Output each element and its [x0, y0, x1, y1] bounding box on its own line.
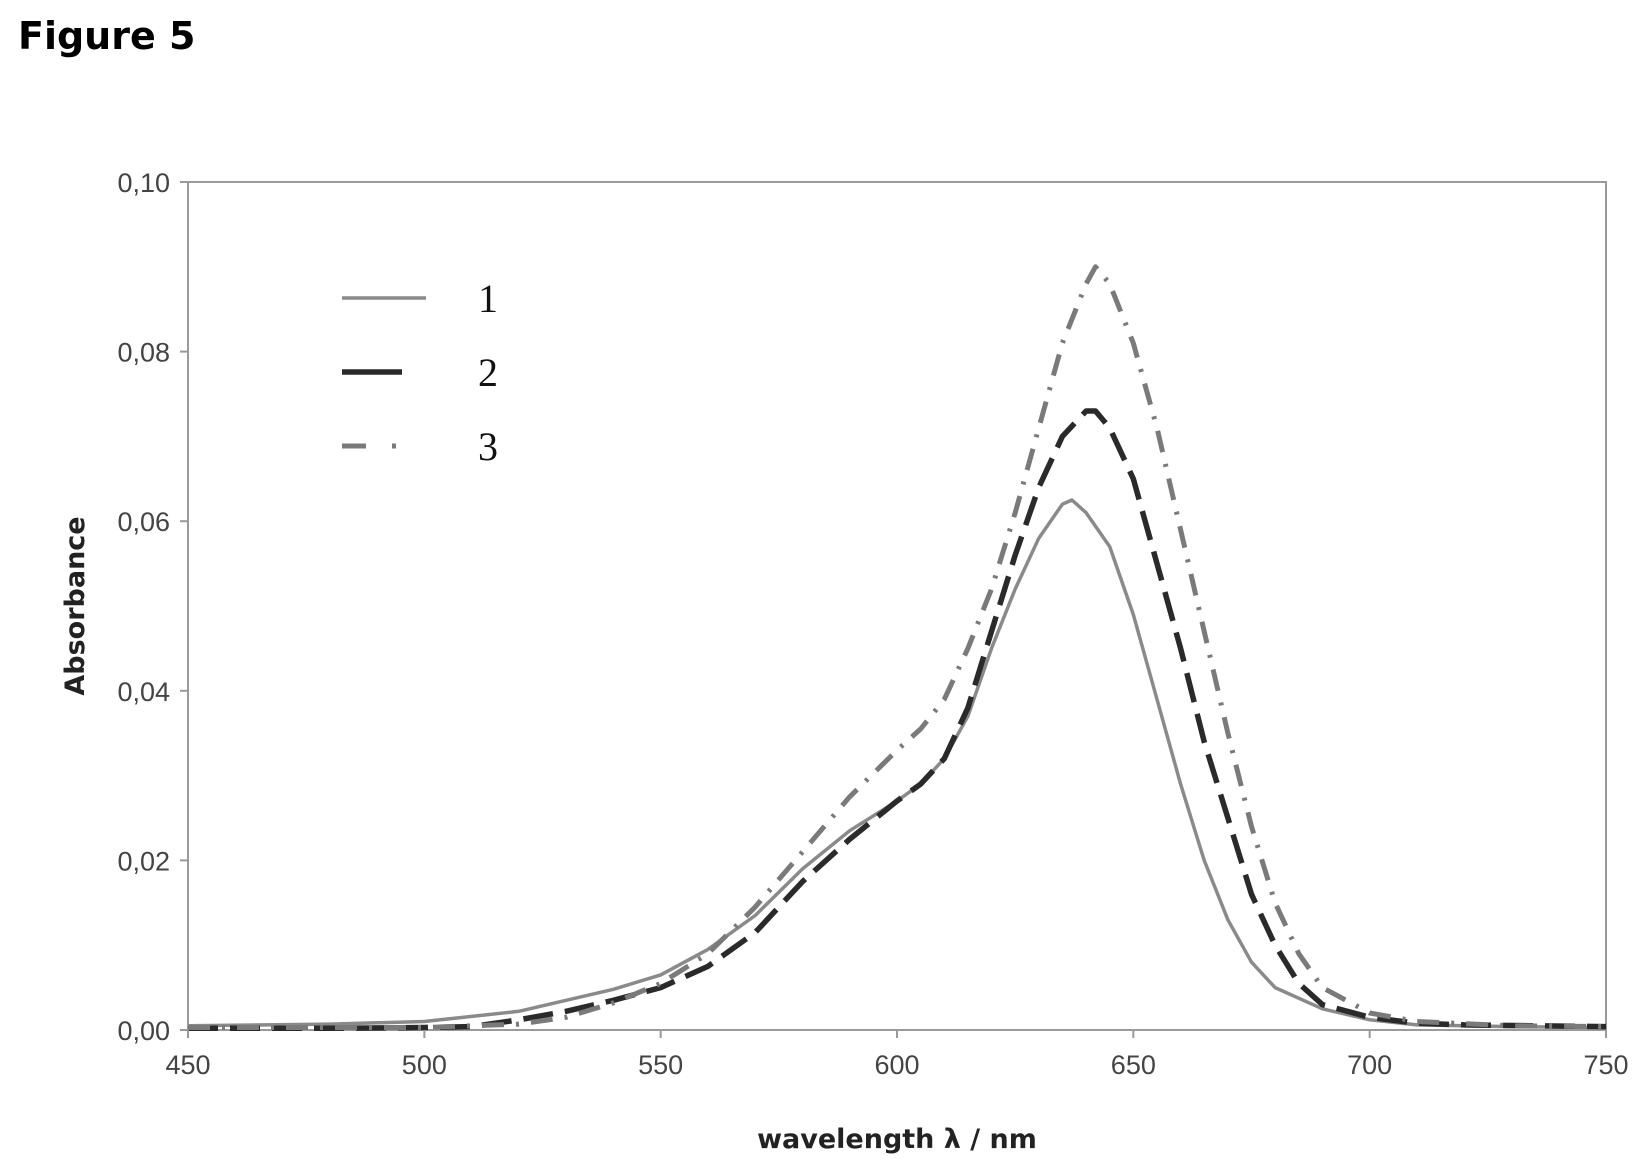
legend: 1 2 3	[342, 276, 498, 469]
x-tick-label: 500	[402, 1050, 447, 1080]
tick-layer: 450 500 550 600 650 700 750 0,00 0,02 0,04 0,06 0,0…	[117, 168, 1628, 1080]
y-tick-label: 0,06	[117, 507, 170, 537]
x-tick-label: 650	[1111, 1050, 1156, 1080]
figure-title: Figure 5	[18, 14, 196, 58]
x-tick-label: 550	[638, 1050, 683, 1080]
y-tick-label: 0,00	[117, 1016, 170, 1046]
series-1-line	[187, 498, 1607, 1030]
series-2-line	[188, 408, 1607, 1032]
y-tick-label: 0,10	[117, 168, 170, 198]
y-axis-title: Absorbance	[60, 516, 91, 695]
x-tick-label: 450	[165, 1050, 210, 1080]
y-tick-label: 0,04	[117, 677, 170, 707]
plot-frame	[187, 181, 1607, 1031]
series-layer	[187, 264, 1607, 1032]
legend-label-3: 3	[478, 424, 498, 469]
x-tick-label: 750	[1583, 1050, 1628, 1080]
x-axis-title: wavelength λ / nm	[757, 1124, 1037, 1155]
x-tick-label: 600	[874, 1050, 919, 1080]
y-tick-label: 0,02	[117, 846, 170, 876]
legend-label-1: 1	[478, 276, 498, 321]
x-tick-label: 700	[1347, 1050, 1392, 1080]
legend-label-2: 2	[478, 350, 498, 395]
y-tick-label: 0,08	[117, 338, 170, 368]
series-3-line	[188, 264, 1607, 1030]
